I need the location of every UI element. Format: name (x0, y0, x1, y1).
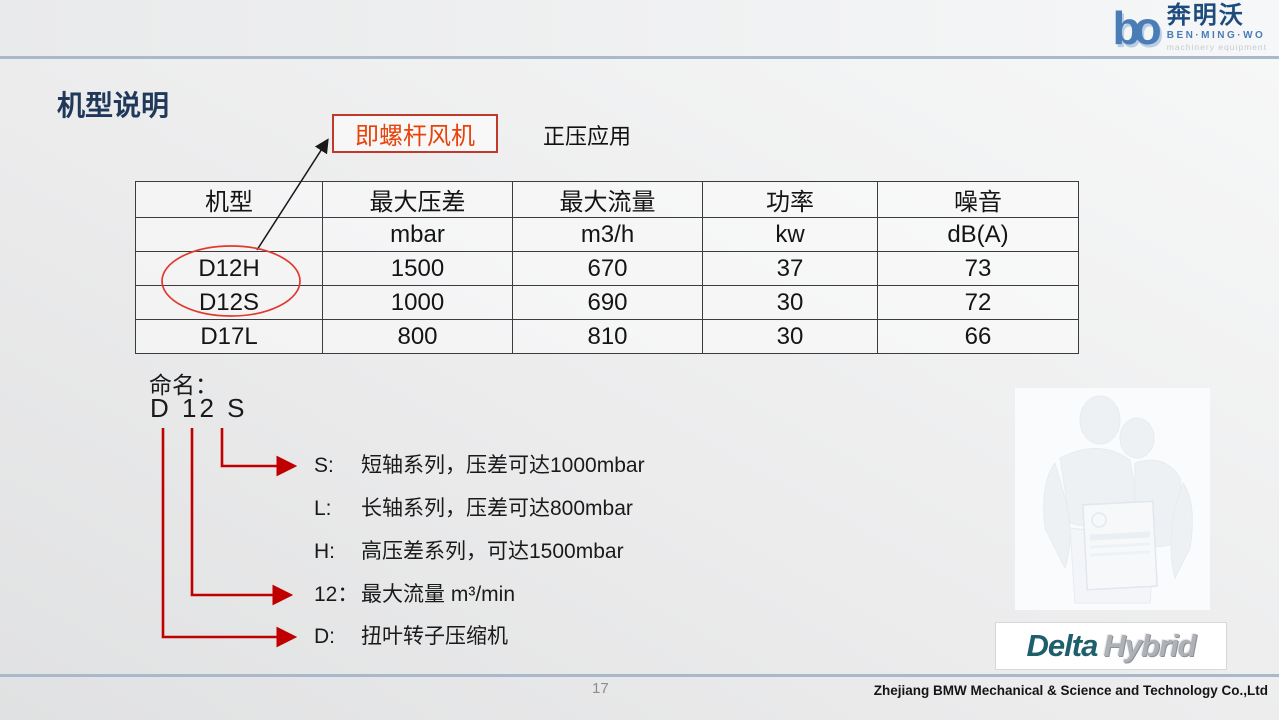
naming-key: 12： (314, 583, 359, 606)
table-row: D17L 800 810 30 66 (135, 319, 1079, 354)
table-row: D12S 1000 690 30 72 (135, 285, 1079, 320)
logo-text: 奔明沃 BEN·MING·WO machinery equipment (1167, 4, 1267, 52)
table-row: D12H 1500 670 37 73 (135, 251, 1079, 286)
naming-item-d: D: 扭叶转子压缩机 (314, 622, 508, 652)
unit-cell: dB(A) (877, 217, 1079, 252)
naming-label: 命名： (149, 372, 218, 398)
naming-desc: 最大流量 m³/min (361, 583, 515, 606)
value-cell: 1000 (322, 285, 513, 320)
naming-item-h: H: 高压差系列，可达1500mbar (314, 537, 624, 567)
naming-key: D: (314, 625, 335, 648)
connector-12 (190, 428, 294, 606)
naming-key: H: (314, 540, 335, 563)
value-cell: 670 (512, 251, 703, 286)
col-header: 最大压差 (322, 181, 513, 218)
naming-item-12: 12： 最大流量 m³/min (314, 580, 515, 610)
logo-tagline: machinery equipment (1166, 42, 1267, 53)
company-logo: bo 奔明沃 BEN·MING·WO machinery equipment (1113, 2, 1267, 54)
delta-wordmark: Delta (1026, 628, 1099, 663)
unit-cell (135, 217, 323, 252)
positive-pressure-note: 正压应用 (543, 124, 632, 149)
col-header: 机型 (135, 181, 323, 218)
unit-cell: m3/h (512, 217, 703, 252)
header-band (0, 0, 1279, 59)
table-header-row: 机型 最大压差 最大流量 功率 噪音 (135, 181, 1079, 218)
value-cell: 30 (702, 285, 878, 320)
value-cell: 1500 (322, 251, 513, 286)
connector-s (220, 428, 298, 477)
callout-box: 即螺杆风机 (332, 114, 498, 153)
value-cell: 37 (702, 251, 878, 286)
naming-item-s: S: 短轴系列，压差可达1000mbar (314, 451, 645, 481)
value-cell: 73 (877, 251, 1079, 286)
col-header: 噪音 (877, 181, 1079, 218)
naming-desc: 短轴系列，压差可达1000mbar (361, 454, 645, 477)
model-cell: D12H (135, 251, 323, 286)
connector-d (161, 428, 298, 648)
naming-item-l: L: 长轴系列，压差可达800mbar (314, 494, 633, 524)
model-cell: D17L (135, 319, 323, 354)
logo-brand-name: 奔明沃 (1166, 2, 1245, 30)
table-units-row: mbar m3/h kw dB(A) (135, 217, 1079, 252)
footer-divider (0, 674, 1279, 677)
value-cell: 690 (512, 285, 703, 320)
col-header: 最大流量 (512, 181, 703, 218)
naming-desc: 扭叶转子压缩机 (361, 625, 508, 648)
hybrid-wordmark: Hybrid (1103, 628, 1196, 663)
robot-illustration (1043, 395, 1193, 604)
value-cell: 72 (877, 285, 1079, 320)
naming-key: S: (314, 454, 334, 477)
naming-desc: 高压差系列，可达1500mbar (361, 540, 624, 563)
callout-label: 即螺杆风机 (355, 123, 475, 150)
naming-key: L: (314, 497, 332, 520)
value-cell: 800 (322, 319, 513, 354)
robot-photo (1015, 388, 1210, 610)
value-cell: 30 (702, 319, 878, 354)
naming-desc: 长轴系列，压差可达800mbar (361, 497, 633, 520)
logo-romanization: BEN·MING·WO (1166, 30, 1266, 42)
naming-code: D 12 S (150, 393, 248, 423)
page-title: 机型说明 (57, 90, 170, 121)
col-header: 功率 (702, 181, 878, 218)
page-number: 17 (592, 680, 609, 697)
value-cell: 66 (877, 319, 1079, 354)
spec-table: 机型 最大压差 最大流量 功率 噪音 mbar m3/h kw dB(A) D1… (135, 181, 1079, 354)
footer-company: Zhejiang BMW Mechanical & Science and Te… (873, 683, 1268, 698)
model-cell: D12S (135, 285, 323, 320)
unit-cell: mbar (322, 217, 513, 252)
unit-cell: kw (702, 217, 878, 252)
delta-hybrid-logo: Delta Hybrid (995, 622, 1227, 670)
value-cell: 810 (512, 319, 703, 354)
logo-bo-icon: bo (1112, 2, 1162, 54)
